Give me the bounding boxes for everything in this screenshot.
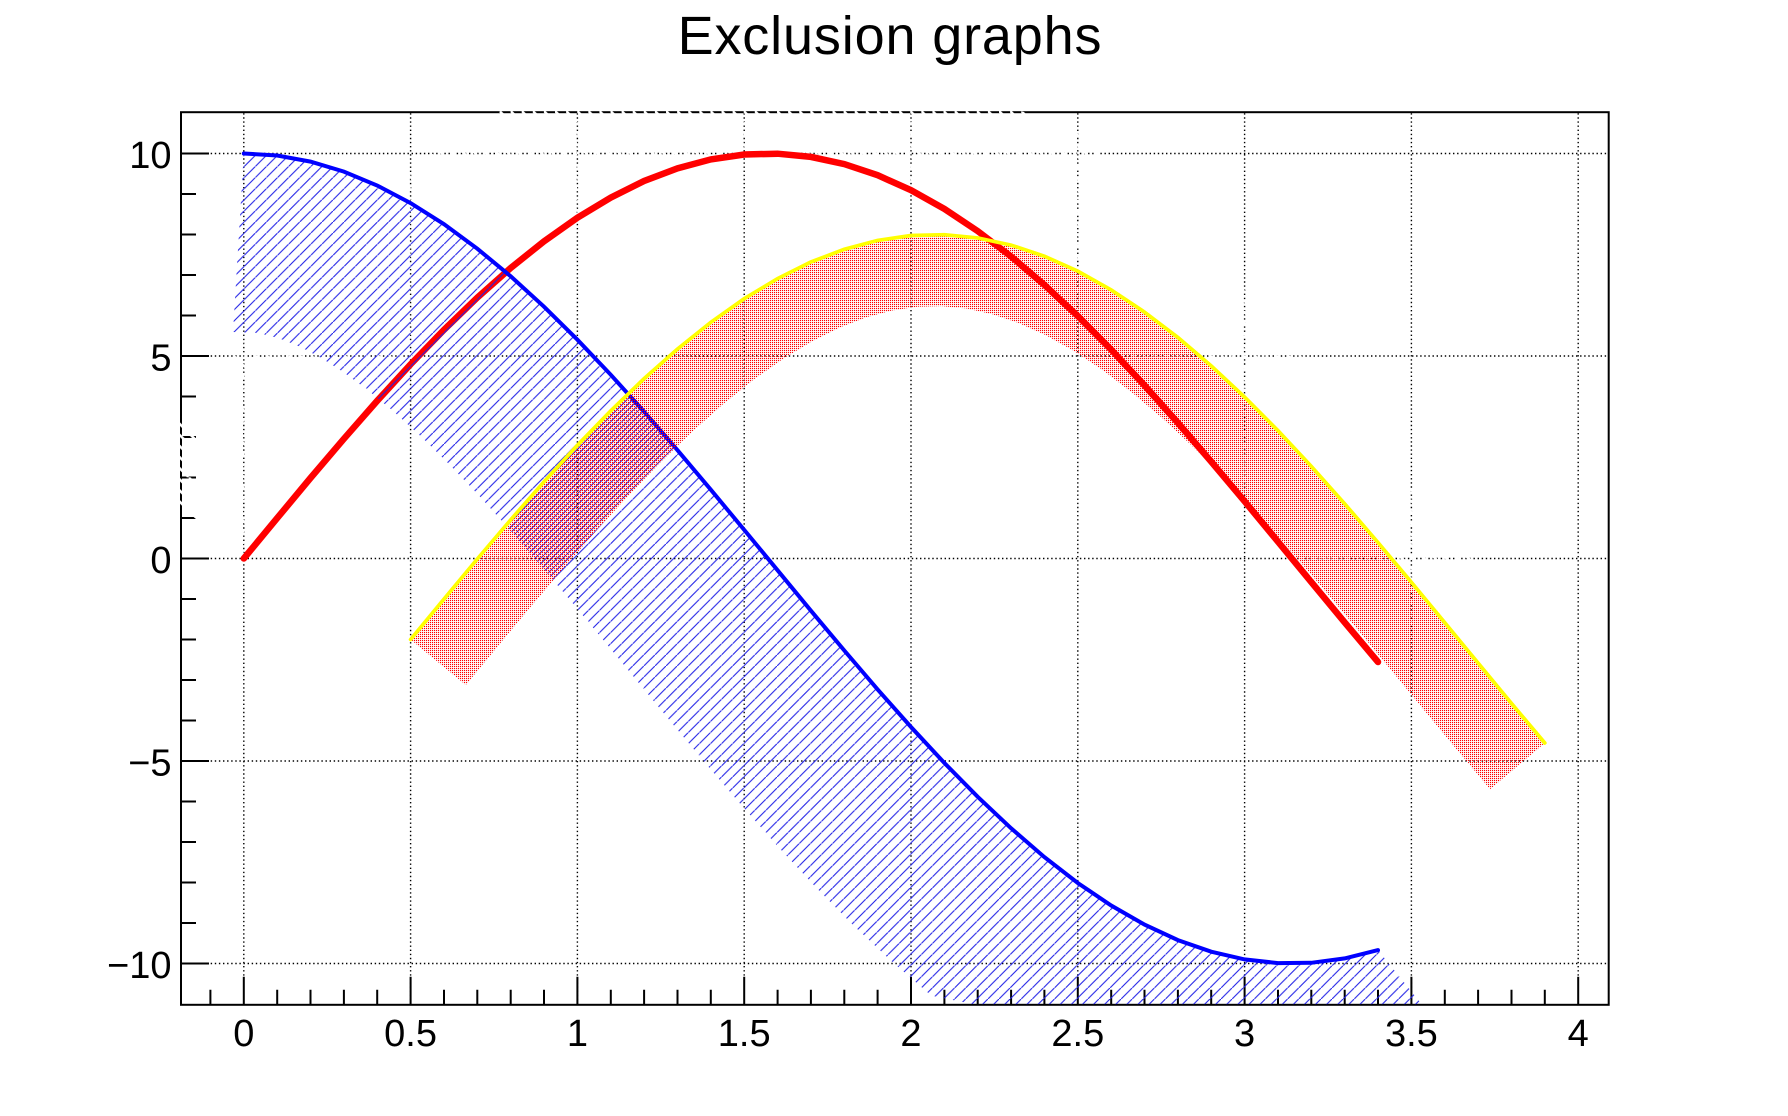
svg-text:Exclusion graphs: Exclusion graphs bbox=[678, 6, 1103, 66]
svg-text:2.5: 2.5 bbox=[1051, 1013, 1104, 1055]
svg-text:1.5: 1.5 bbox=[718, 1013, 771, 1055]
svg-text:10: 10 bbox=[129, 135, 171, 177]
svg-text:3: 3 bbox=[1234, 1013, 1255, 1055]
svg-text:1: 1 bbox=[567, 1013, 588, 1055]
svg-text:−10: −10 bbox=[107, 945, 171, 987]
svg-text:2: 2 bbox=[900, 1013, 921, 1055]
svg-text:0: 0 bbox=[233, 1013, 254, 1055]
svg-text:3.5: 3.5 bbox=[1385, 1013, 1438, 1055]
svg-text:4: 4 bbox=[1568, 1013, 1589, 1055]
svg-text:0: 0 bbox=[150, 540, 171, 582]
svg-text:5: 5 bbox=[150, 337, 171, 379]
svg-text:0.5: 0.5 bbox=[384, 1013, 437, 1055]
svg-text:−5: −5 bbox=[128, 742, 171, 784]
